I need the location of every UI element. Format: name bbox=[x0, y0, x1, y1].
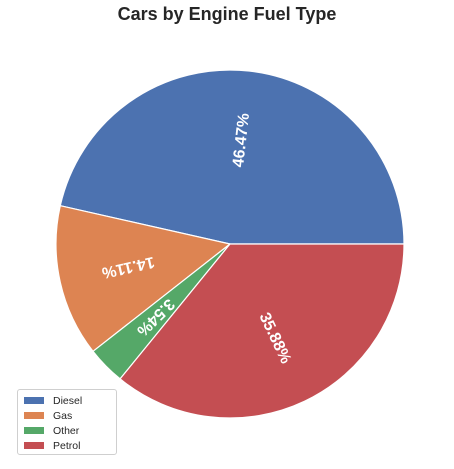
legend-label-diesel: Diesel bbox=[53, 394, 83, 407]
legend-label-other: Other bbox=[53, 424, 80, 437]
pie-slice-diesel bbox=[59, 69, 405, 245]
legend-item-other: Other bbox=[24, 423, 110, 438]
legend-item-diesel: Diesel bbox=[24, 393, 110, 408]
pie-label-diesel: 46.47% bbox=[230, 112, 253, 168]
pie-slice-gas bbox=[55, 205, 231, 352]
legend: Diesel Gas Other Petrol bbox=[17, 389, 117, 455]
legend-swatch-diesel bbox=[24, 397, 44, 404]
pie-slice-petrol bbox=[119, 243, 405, 419]
legend-swatch-petrol bbox=[24, 442, 44, 449]
legend-label-gas: Gas bbox=[53, 409, 73, 422]
chart-title: Cars by Engine Fuel Type bbox=[117, 4, 337, 24]
legend-item-petrol: Petrol bbox=[24, 438, 110, 453]
legend-item-gas: Gas bbox=[24, 408, 110, 423]
legend-swatch-gas bbox=[24, 412, 44, 419]
legend-label-petrol: Petrol bbox=[53, 439, 81, 452]
legend-swatch-other bbox=[24, 427, 44, 434]
